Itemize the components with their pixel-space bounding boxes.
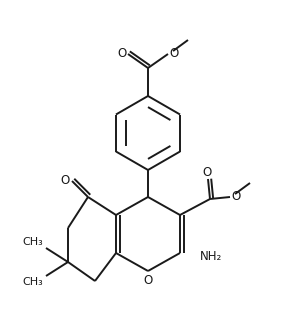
Text: O: O	[202, 166, 212, 178]
Text: O: O	[143, 274, 153, 288]
Text: CH₃: CH₃	[22, 237, 43, 247]
Text: O: O	[169, 46, 179, 60]
Text: NH₂: NH₂	[200, 250, 222, 262]
Text: CH₃: CH₃	[22, 277, 43, 287]
Text: O: O	[231, 191, 241, 204]
Text: O: O	[117, 46, 127, 60]
Text: O: O	[60, 174, 70, 186]
